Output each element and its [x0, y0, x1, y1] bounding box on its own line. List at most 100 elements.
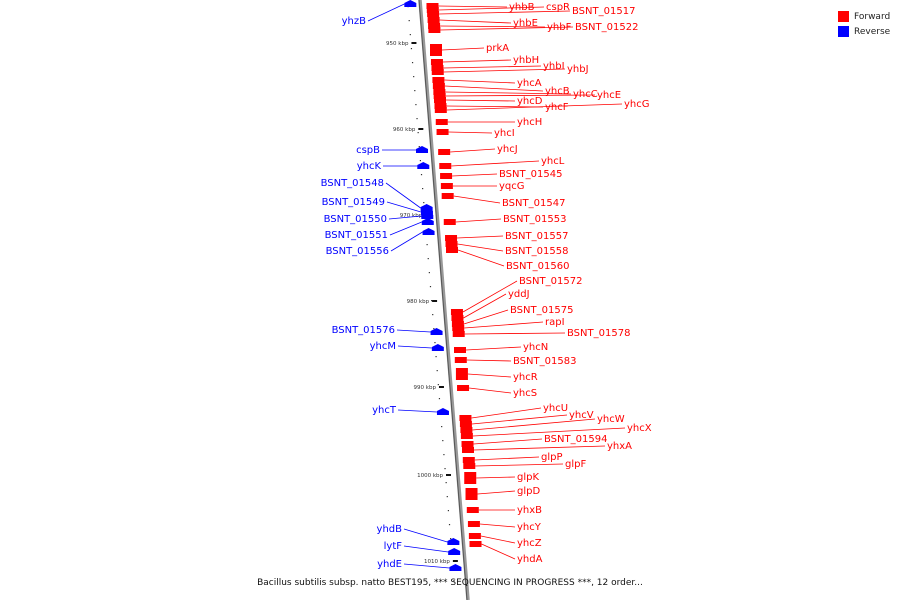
forward-gene-leader [462, 280, 518, 313]
forward-gene-mark [427, 11, 440, 17]
forward-gene-mark [428, 23, 441, 29]
forward-gene-leader [443, 68, 566, 73]
scale-dot [420, 174, 423, 176]
tick-label: 970 kbp [400, 213, 423, 219]
forward-gene-label: BSNT_01583 [513, 356, 576, 367]
forward-gene-mark [460, 433, 473, 439]
forward-gene-leader [457, 249, 505, 267]
scale-dot [432, 314, 434, 316]
forward-gene-mark [460, 427, 473, 433]
reverse-gene-leader [403, 563, 450, 569]
map-caption: Bacillus subtilis subsp. natto BEST195, … [257, 578, 643, 588]
reverse-gene-label: yhzB [342, 16, 367, 27]
chromosome-axis [418, 0, 470, 600]
reverse-gene-label: cspB [356, 145, 380, 156]
forward-gene-leader [453, 195, 501, 204]
forward-gene-leader [445, 94, 596, 97]
scale-dot [410, 48, 413, 50]
scale-dot [431, 300, 433, 302]
forward-gene-leader [438, 6, 545, 11]
forward-gene-label: BSNT_01553 [503, 214, 566, 225]
reverse-gene-mark [417, 162, 430, 169]
forward-gene-mark [432, 77, 445, 83]
forward-gene-mark [451, 321, 464, 327]
legend-reverse-label: Reverse [854, 26, 891, 37]
scale-dot [442, 440, 444, 442]
forward-gene-label: yhcD [517, 96, 543, 107]
forward-gene-label: yhbI [543, 61, 565, 72]
tick-label: 1010 kbp [424, 559, 450, 565]
forward-gene-leader [452, 173, 498, 177]
forward-gene-mark [459, 415, 472, 421]
forward-gene-label: yhcX [627, 423, 652, 434]
forward-gene-mark [467, 521, 480, 527]
forward-gene-leader [476, 476, 516, 479]
forward-gene-leader [474, 456, 540, 461]
forward-gene-mark [452, 325, 465, 331]
forward-gene-mark [428, 27, 441, 33]
forward-gene-leader [448, 131, 493, 134]
forward-gene-label: yhcG [624, 99, 650, 110]
forward-gene-leader [446, 103, 623, 111]
forward-gene-label: yhcC [573, 89, 598, 100]
scale-dot [429, 286, 432, 288]
forward-gene-mark [434, 103, 447, 109]
tick-mark [438, 386, 444, 388]
forward-gene-label: BSNT_01517 [572, 6, 635, 17]
scale-dot [443, 454, 445, 456]
forward-gene-label: BSNT_01578 [567, 328, 630, 339]
forward-gene-leader [464, 321, 544, 329]
forward-gene-mark [440, 183, 453, 189]
tick-label: 950 kbp [386, 41, 409, 47]
scale-dot [408, 20, 410, 22]
reverse-gene-leader [396, 329, 431, 333]
forward-gene-label: BSNT_01545 [499, 169, 562, 180]
reverse-gene-leader [389, 221, 422, 236]
forward-gene-label: BSNT_01594 [544, 434, 607, 445]
reverse-gene-mark [447, 538, 460, 545]
forward-gene-mark [451, 315, 464, 321]
reverse-gene-leader [388, 215, 422, 220]
forward-gene-mark [461, 441, 474, 447]
reverse-gene-leader [397, 409, 437, 413]
forward-gene-label: BSNT_01522 [575, 22, 638, 33]
scale-dot [427, 258, 429, 260]
scale-dot [426, 244, 428, 246]
forward-gene-label: yhcJ [497, 144, 518, 155]
reverse-gene-label: yhcT [372, 405, 397, 416]
forward-gene-leader [445, 91, 572, 95]
forward-gene-label: yhcZ [517, 538, 542, 549]
forward-gene-mark [435, 119, 448, 125]
forward-gene-label: yhbH [513, 55, 539, 66]
legend-forward: Forward [838, 9, 890, 24]
forward-gene-label: yhcN [523, 342, 548, 353]
forward-gene-label: BSNT_01575 [510, 305, 573, 316]
scale-dot [411, 62, 414, 64]
forward-gene-label: yhcB [545, 86, 570, 97]
forward-gene-mark [455, 368, 468, 380]
forward-gene-label: yhcI [494, 128, 515, 139]
forward-gene-leader [440, 26, 574, 31]
forward-gene-leader [473, 438, 543, 445]
scale-dot [416, 118, 418, 120]
reverse-gene-mark [449, 564, 462, 571]
forward-gene-mark [436, 129, 449, 135]
forward-gene-leader [471, 414, 568, 425]
forward-gene-label: yhcL [541, 156, 565, 167]
forward-gene-mark [438, 149, 451, 155]
forward-gene-leader [441, 47, 485, 51]
forward-gene-leader [446, 105, 544, 108]
forward-gene-leader [481, 543, 516, 560]
forward-gene-mark [431, 69, 444, 75]
forward-gene-label: yhcR [513, 372, 538, 383]
scale-dot [409, 34, 411, 36]
forward-gene-mark [464, 472, 477, 484]
tick-mark [418, 128, 424, 130]
forward-gene-mark [457, 385, 470, 391]
forward-gene-leader [472, 418, 596, 431]
forward-gene-mark [465, 488, 478, 500]
reverse-gene-mark [420, 204, 433, 211]
forward-gene-leader [463, 293, 507, 319]
forward-gene-label: BSNT_01560 [506, 261, 569, 272]
forward-gene-mark [459, 421, 472, 427]
